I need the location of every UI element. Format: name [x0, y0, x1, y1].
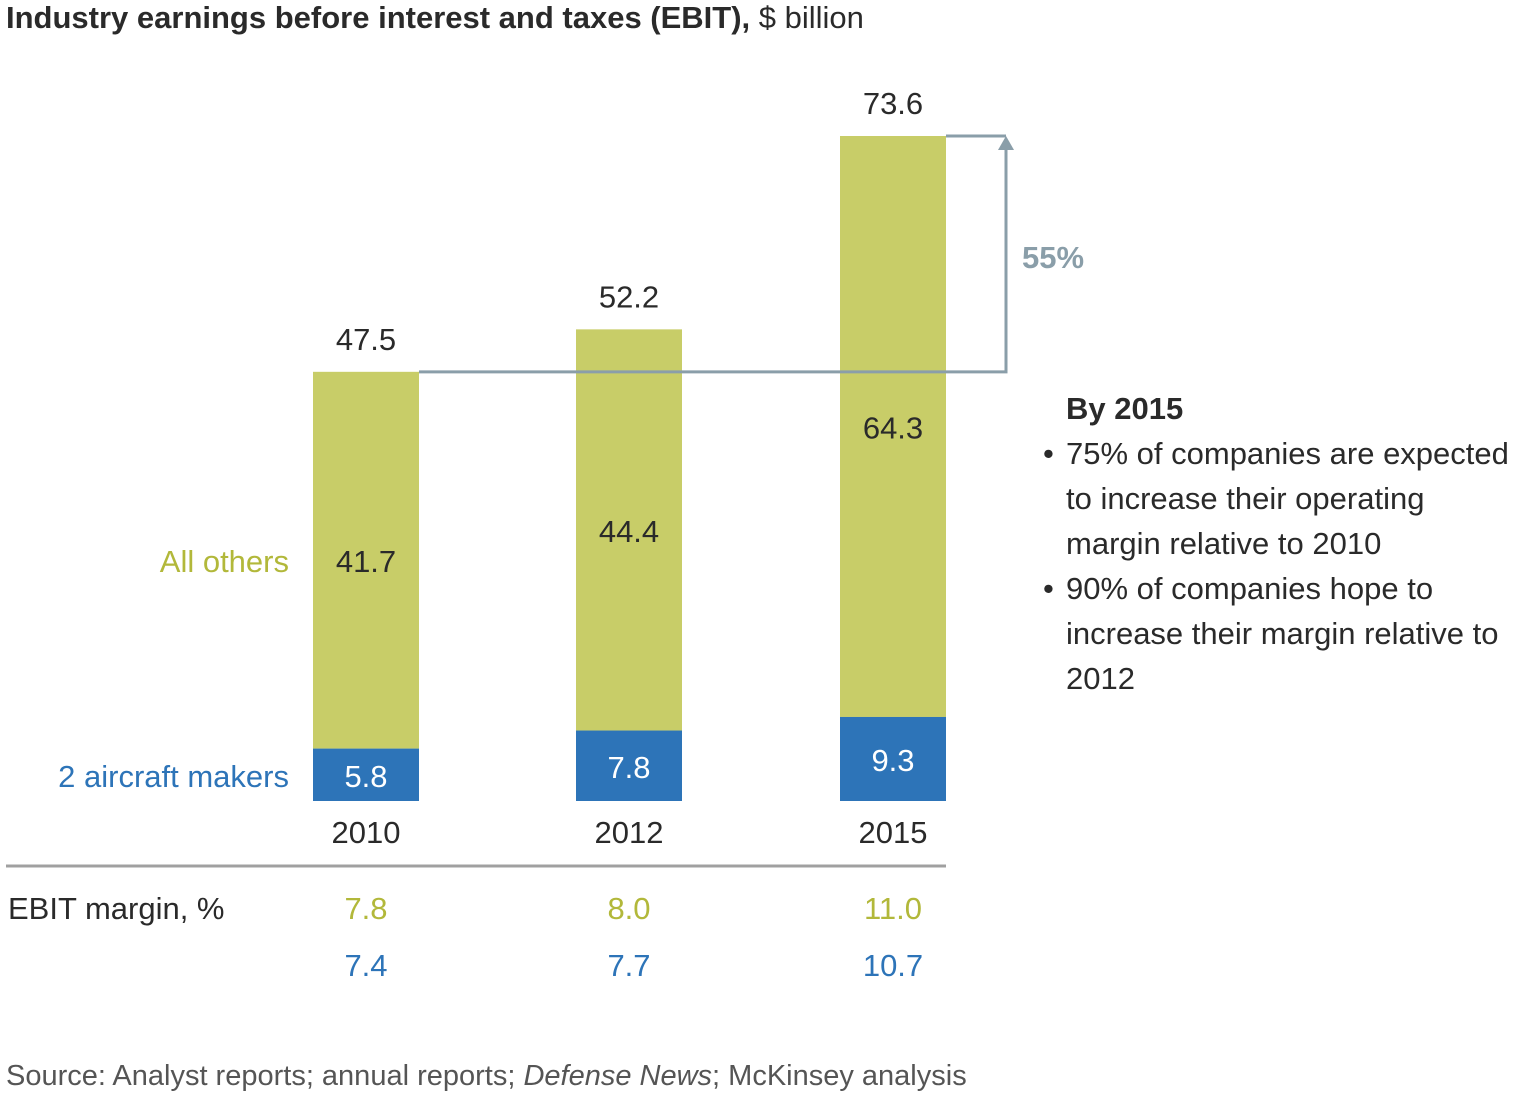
side-note-heading: By 2015 — [1066, 391, 1184, 426]
data-label-total: 52.2 — [599, 279, 659, 314]
bar-segment-all-others — [840, 136, 946, 717]
bar-segment-all-others — [576, 329, 682, 731]
legend-all-others: All others — [160, 544, 289, 579]
growth-arrow-line — [419, 148, 1008, 374]
x-tick-label: 2015 — [859, 815, 928, 850]
data-label-others: 64.3 — [863, 410, 923, 445]
ebit-margin-others: 7.8 — [344, 891, 387, 926]
growth-annotation: 55% — [1022, 240, 1084, 275]
data-label-total: 73.6 — [863, 86, 923, 121]
side-note: By 2015 75% of companies are expected to… — [1040, 386, 1510, 701]
side-note-bullet: 75% of companies are expected to increas… — [1040, 431, 1510, 566]
source-italic: Defense News — [523, 1060, 713, 1092]
chart-title: Industry earnings before interest and ta… — [6, 0, 864, 36]
legend-aircraft-makers: 2 aircraft makers — [58, 759, 289, 794]
ebit-margin-aircraft: 7.7 — [607, 948, 650, 983]
ebit-margin-label: EBIT margin, % — [8, 891, 225, 926]
bar-segment-all-others — [313, 371, 419, 749]
source-note: Source: Analyst reports; annual reports;… — [6, 1060, 967, 1093]
bar-segment-aircraft-makers — [840, 716, 946, 801]
ebit-margin-others: 11.0 — [864, 891, 922, 926]
side-note-bullet: 90% of companies hope to increase their … — [1040, 566, 1510, 701]
data-label-total: 47.5 — [336, 322, 396, 357]
data-label-aircraft: 5.8 — [344, 759, 387, 794]
x-tick-label: 2010 — [332, 815, 401, 850]
data-label-aircraft: 7.8 — [607, 750, 650, 785]
chart-title-unit: $ billion — [750, 0, 864, 35]
chart-title-main: Industry earnings before interest and ta… — [6, 0, 751, 35]
side-note-list: 75% of companies are expected to increas… — [1040, 431, 1510, 701]
bar-segment-aircraft-makers — [576, 730, 682, 801]
bar-segment-aircraft-makers — [313, 748, 419, 801]
ebit-margin-others: 8.0 — [607, 891, 650, 926]
source-suffix: ; McKinsey analysis — [712, 1060, 967, 1092]
ebit-margin-aircraft: 10.7 — [863, 948, 923, 983]
data-label-others: 44.4 — [599, 514, 659, 549]
x-tick-label: 2012 — [595, 815, 664, 850]
ebit-margin-aircraft: 7.4 — [344, 948, 387, 983]
source-prefix: Source: Analyst reports; annual reports; — [6, 1060, 524, 1092]
data-label-aircraft: 9.3 — [871, 743, 914, 778]
growth-arrow-head-icon — [998, 136, 1014, 150]
data-label-others: 41.7 — [336, 544, 396, 579]
